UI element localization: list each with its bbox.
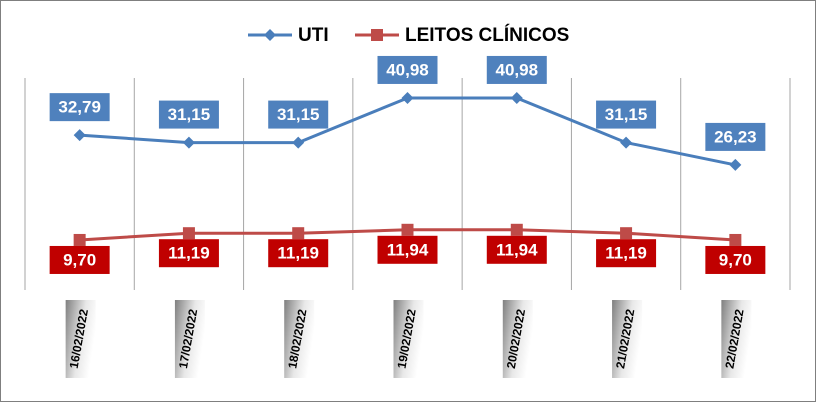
data-label-box xyxy=(158,239,219,268)
data-label: 9,70 xyxy=(719,250,752,269)
data-label-box xyxy=(486,55,547,84)
category-box xyxy=(721,300,752,378)
legend-label: LEITOS CLÍNICOS xyxy=(405,24,569,46)
data-label-box xyxy=(268,239,329,268)
data-label-box xyxy=(596,100,657,129)
data-label-box xyxy=(377,235,438,264)
marker xyxy=(73,233,86,246)
data-label: 11,94 xyxy=(387,240,429,259)
data-label: 11,19 xyxy=(277,244,319,263)
category-box xyxy=(174,300,205,378)
marker xyxy=(182,227,195,240)
category-box xyxy=(612,300,643,378)
marker xyxy=(729,233,742,246)
data-label-box xyxy=(486,235,547,264)
marker xyxy=(401,91,414,104)
marker xyxy=(292,136,305,149)
data-label-box xyxy=(49,245,110,274)
data-label-box xyxy=(377,55,438,84)
category-box xyxy=(284,300,315,378)
category-box xyxy=(502,300,533,378)
marker xyxy=(510,91,523,104)
data-label: 40,98 xyxy=(496,60,539,79)
data-label: 31,15 xyxy=(277,105,320,124)
data-label-box xyxy=(596,239,657,268)
data-label: 11,94 xyxy=(496,240,538,259)
data-label-box xyxy=(268,100,329,129)
data-label: 26,23 xyxy=(714,127,757,146)
data-label-box xyxy=(158,100,219,129)
data-label: 9,70 xyxy=(63,250,96,269)
data-label: 11,19 xyxy=(605,244,647,263)
data-label-box xyxy=(49,93,110,122)
data-label: 40,98 xyxy=(386,60,429,79)
marker xyxy=(292,227,305,240)
data-label-box xyxy=(705,245,766,274)
marker xyxy=(729,158,742,171)
marker xyxy=(620,136,633,149)
data-label-box xyxy=(705,122,766,151)
marker xyxy=(401,223,414,236)
data-label: 31,15 xyxy=(605,105,648,124)
marker xyxy=(182,136,195,149)
data-label: 31,15 xyxy=(168,105,211,124)
legend-marker xyxy=(371,29,383,41)
category-box xyxy=(65,300,96,378)
legend-label: UTI xyxy=(298,25,329,46)
marker xyxy=(73,129,86,142)
category-box xyxy=(393,300,424,378)
legend-marker xyxy=(264,29,276,41)
marker xyxy=(510,223,523,236)
data-label: 11,19 xyxy=(168,244,210,263)
data-label: 32,79 xyxy=(58,98,101,117)
marker xyxy=(620,227,633,240)
